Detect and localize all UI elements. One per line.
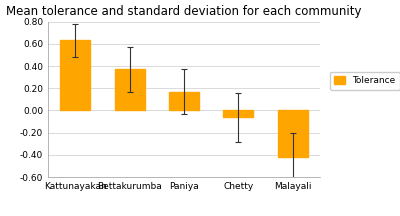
Title: Mean tolerance and standard deviation for each community: Mean tolerance and standard deviation fo… [6,5,362,18]
Bar [169,92,199,110]
Legend: Tolerance: Tolerance [330,72,400,90]
Bar [224,110,253,117]
Bar [278,110,308,157]
Bar [115,69,144,110]
Bar [60,40,90,110]
